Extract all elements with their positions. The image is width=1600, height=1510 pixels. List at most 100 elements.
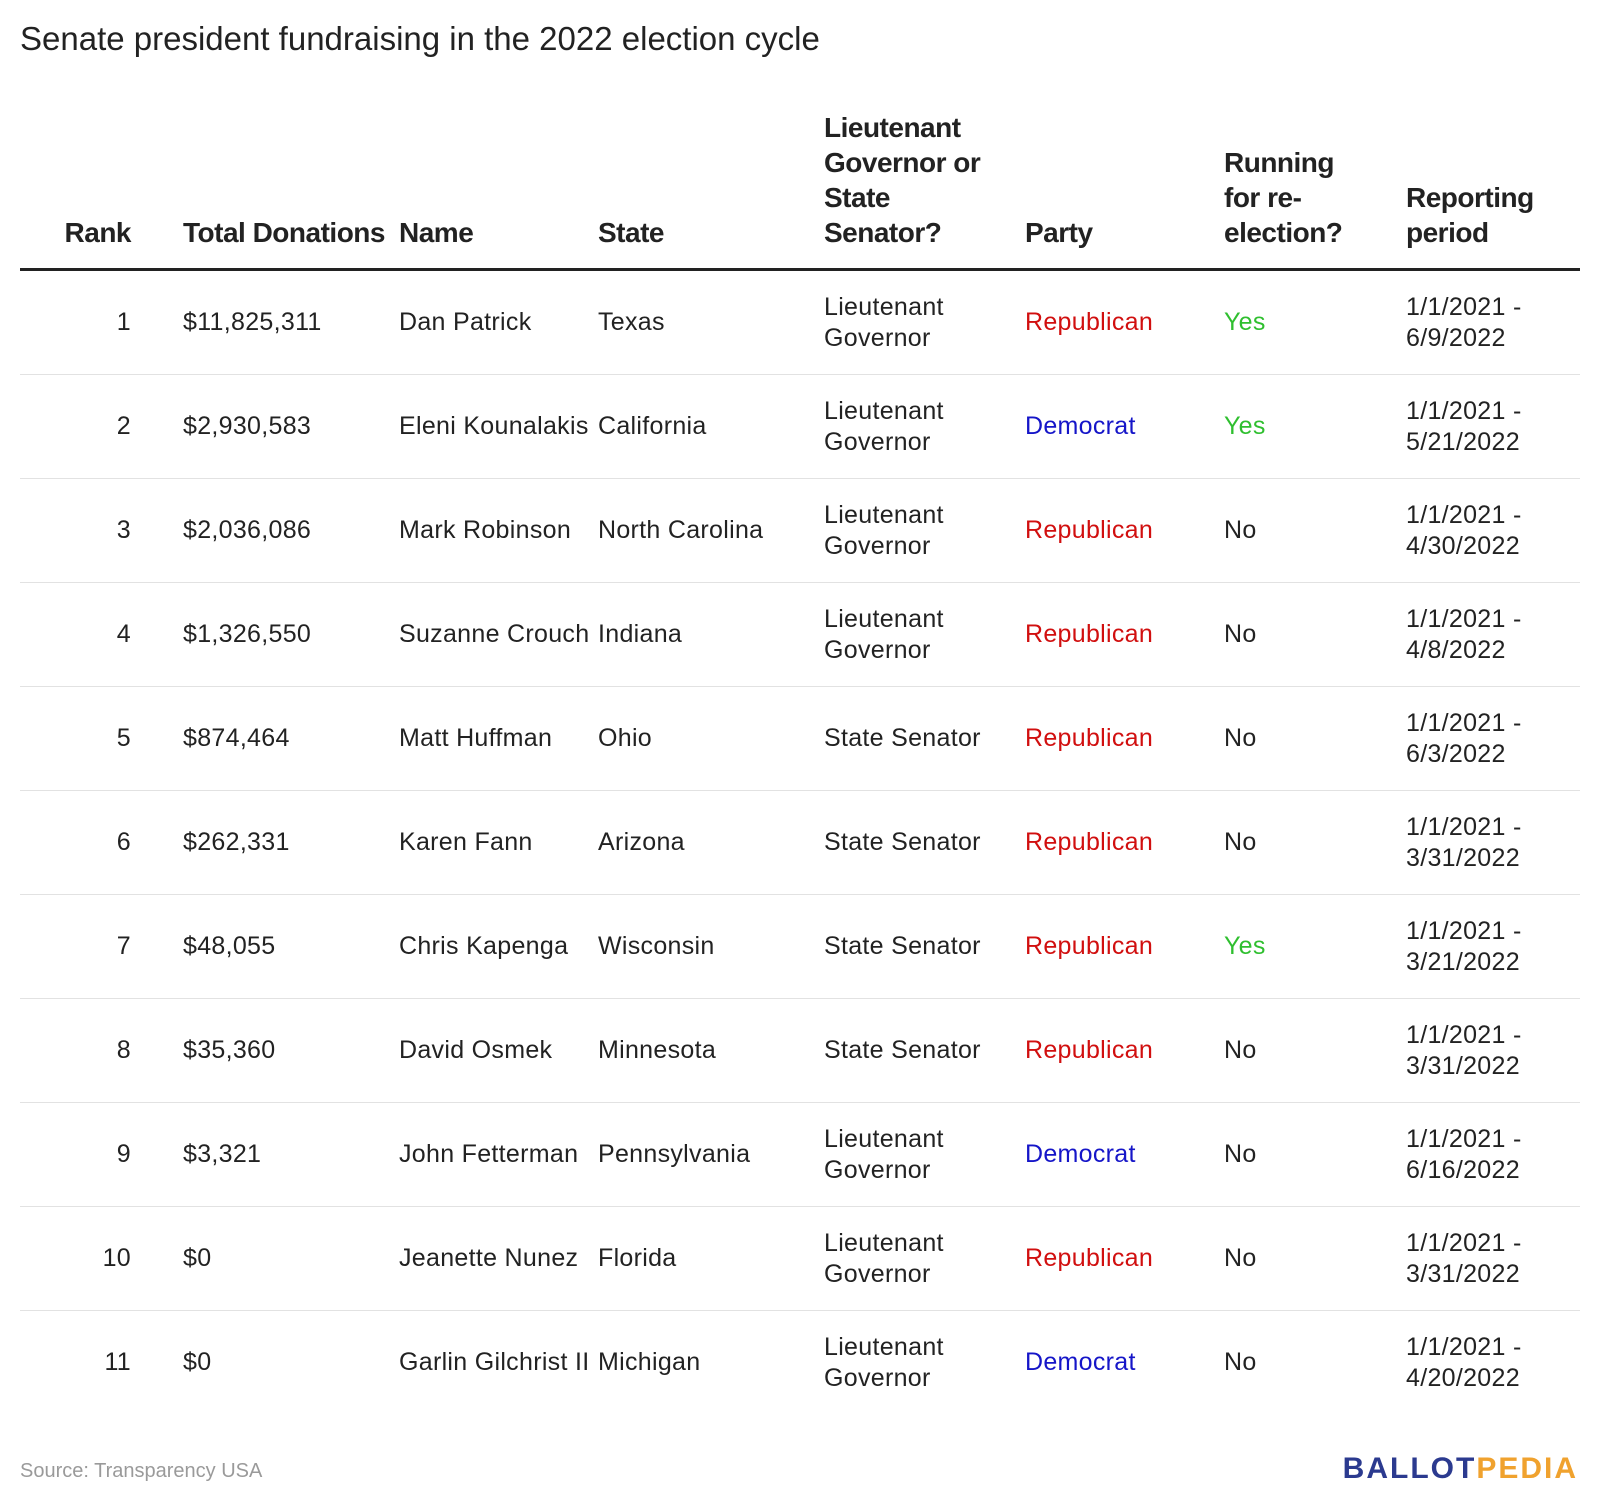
cell-name: Chris Kapenga: [399, 894, 598, 999]
cell-reelection: Yes: [1224, 374, 1406, 479]
cell-office: Lieutenant Governor: [824, 1206, 1025, 1311]
cell-rank: 3: [20, 478, 183, 583]
header-rank: Rank: [20, 108, 183, 271]
cell-name: Karen Fann: [399, 790, 598, 895]
cell-name: John Fetterman: [399, 1102, 598, 1207]
cell-state: Ohio: [598, 686, 824, 791]
cell-total-donations: $0: [183, 1206, 399, 1311]
header-total-donations: Total Donations: [183, 108, 399, 271]
cell-rank: 5: [20, 686, 183, 791]
cell-party: Democrat: [1025, 374, 1224, 479]
table-row: 7 $48,055 Chris Kapenga Wisconsin State Sena…: [20, 894, 1580, 999]
cell-total-donations: $0: [183, 1348, 212, 1376]
cell-name: Eleni Kounalakis: [399, 374, 598, 479]
cell-rank: 2: [20, 374, 183, 479]
cell-rank: 6: [20, 790, 183, 895]
table-row: 11 $0 Garlin Gilchrist II Michigan Lieutenan…: [20, 1311, 1580, 1415]
cell-state: Pennsylvania: [598, 1102, 824, 1207]
cell-reelection: Yes: [1224, 894, 1406, 999]
cell-party: Republican: [1025, 478, 1224, 583]
header-name: Name: [399, 108, 598, 271]
cell-reporting-period: 1/1/2021 - 6/3/2022: [1406, 686, 1580, 791]
header-office: Lieutenant Governor or State Senator?: [824, 108, 1025, 271]
cell-reelection: No: [1224, 686, 1406, 791]
ballotpedia-logo[interactable]: BALLOTPEDIA: [1343, 1452, 1578, 1486]
table-header: Rank Total Donations Name State Lieutena…: [20, 108, 1580, 271]
cell-total-donations: $48,055: [183, 894, 399, 999]
fundraising-table: Rank Total Donations Name State Lieutena…: [20, 108, 1580, 1414]
cell-reelection: No: [1224, 582, 1406, 687]
table-row: 2 $2,930,583 Eleni Kounalakis California Lie…: [20, 374, 1580, 479]
cell-state: Wisconsin: [598, 894, 824, 999]
header-reelection: Running for re-election?: [1224, 108, 1406, 271]
cell-reporting-period: 1/1/2021 - 5/21/2022: [1406, 374, 1580, 479]
cell-state: Texas: [598, 269, 824, 375]
cell-reporting-period: 1/1/2021 - 3/31/2022: [1406, 998, 1580, 1103]
cell-rank: 8: [20, 998, 183, 1103]
cell-party: Republican: [1025, 269, 1224, 375]
header-state: State: [598, 108, 824, 271]
table-row: 4 $1,326,550 Suzanne Crouch Indiana Lieutena…: [20, 582, 1580, 687]
cell-rank: 11: [104, 1348, 131, 1376]
table-row: 9 $3,321 John Fetterman Pennsylvania Lieuten…: [20, 1102, 1580, 1207]
cell-total-donations: $35,360: [183, 998, 399, 1103]
header-row: Rank Total Donations Name State Lieutena…: [20, 108, 1580, 271]
cell-reporting-period: 1/1/2021 - 3/31/2022: [1406, 790, 1580, 895]
cell-total-donations: $2,036,086: [183, 478, 399, 583]
logo-part-ballot: BALLOT: [1342, 1452, 1477, 1485]
cell-rank: 1: [20, 269, 183, 375]
header-reporting-period: Reporting period: [1406, 108, 1580, 271]
cell-rank: 9: [20, 1102, 183, 1207]
cell-total-donations: $2,930,583: [183, 374, 399, 479]
chart-title: Senate president fundraising in the 2022…: [20, 20, 820, 57]
cell-rank: 4: [20, 582, 183, 687]
cell-name: Mark Robinson: [399, 478, 598, 583]
cell-rank: 10: [20, 1206, 183, 1311]
cell-reelection: Yes: [1224, 269, 1406, 375]
cell-reporting-period: 1/1/2021 - 4/30/2022: [1406, 478, 1580, 583]
cell-total-donations: $1,326,550: [183, 582, 399, 687]
table-row: 8 $35,360 David Osmek Minnesota State Senato…: [20, 998, 1580, 1103]
cell-party: Republican: [1025, 894, 1224, 999]
cell-name: Suzanne Crouch: [399, 582, 598, 687]
cell-state: North Carolina: [598, 478, 824, 583]
cell-reelection: No: [1224, 478, 1406, 583]
table-row: 3 $2,036,086 Mark Robinson North Carolina Li…: [20, 478, 1580, 583]
cell-state: Arizona: [598, 790, 824, 895]
cell-name: David Osmek: [399, 998, 598, 1103]
cell-reelection: No: [1224, 998, 1406, 1103]
cell-office: Lieutenant Governor: [824, 1332, 944, 1392]
cell-office: Lieutenant Governor: [824, 269, 1025, 375]
cell-name: Matt Huffman: [399, 686, 598, 791]
cell-reelection: No: [1224, 1206, 1406, 1311]
cell-party: Republican: [1025, 790, 1224, 895]
table-row: 1 $11,825,311 Dan Patrick Texas Lieutenant G…: [20, 269, 1580, 375]
cell-reporting-period: 1/1/2021 - 6/9/2022: [1406, 269, 1580, 375]
cell-total-donations: $3,321: [183, 1102, 399, 1207]
cell-party: Republican: [1025, 998, 1224, 1103]
cell-state: California: [598, 374, 824, 479]
cell-office: State Senator: [824, 686, 1025, 791]
cell-reporting-period: 1/1/2021 - 3/31/2022: [1406, 1206, 1580, 1311]
table-row: 10 $0 Jeanette Nunez Florida Lieutenant Gove…: [20, 1206, 1580, 1311]
cell-office: Lieutenant Governor: [824, 582, 1025, 687]
table-row: 5 $874,464 Matt Huffman Ohio State Senator Re…: [20, 686, 1580, 791]
source-note: Source: Transparency USA: [20, 1460, 263, 1482]
cell-office: Lieutenant Governor: [824, 374, 1025, 479]
header-party: Party: [1025, 108, 1224, 271]
cell-office: State Senator: [824, 998, 1025, 1103]
logo-part-pedia: PEDIA: [1476, 1452, 1578, 1485]
table-body: 1 $11,825,311 Dan Patrick Texas Lieutenant G…: [20, 269, 1580, 1415]
cell-state: Michigan: [598, 1348, 701, 1376]
cell-party: Democrat: [1025, 1102, 1224, 1207]
cell-name: Jeanette Nunez: [399, 1206, 598, 1311]
cell-reporting-period: 1/1/2021 - 4/20/2022: [1406, 1332, 1522, 1392]
cell-reporting-period: 1/1/2021 - 6/16/2022: [1406, 1102, 1580, 1207]
cell-office: Lieutenant Governor: [824, 478, 1025, 583]
cell-name: Dan Patrick: [399, 269, 598, 375]
cell-state: Florida: [598, 1206, 824, 1311]
cell-rank: 7: [20, 894, 183, 999]
cell-reelection: No: [1224, 790, 1406, 895]
cell-reporting-period: 1/1/2021 - 3/21/2022: [1406, 894, 1580, 999]
cell-reelection: No: [1224, 1348, 1257, 1376]
